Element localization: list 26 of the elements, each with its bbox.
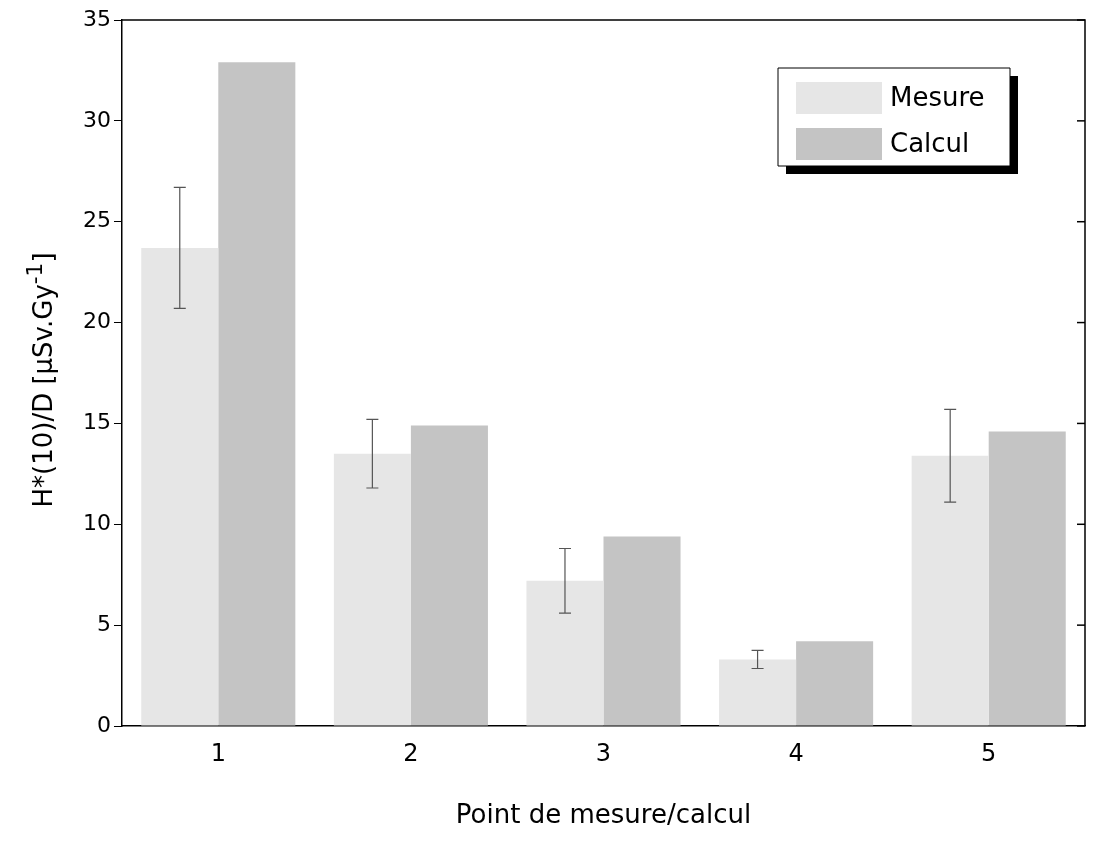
bar [333, 453, 411, 726]
x-tick-label: 2 [403, 738, 419, 767]
x-tick-label: 4 [788, 738, 804, 767]
bar [911, 455, 989, 726]
x-tick-label: 5 [981, 738, 997, 767]
y-tick-label: 20 [82, 308, 111, 334]
bar [141, 247, 219, 726]
y-tick-label: 30 [82, 106, 111, 132]
y-tick-label: 10 [82, 510, 111, 535]
y-tick-label: 35 [82, 5, 111, 31]
bar [988, 431, 1066, 726]
bar [719, 659, 797, 726]
y-tick-label: 5 [96, 610, 111, 636]
x-axis-title: Point de mesure/calcul [455, 799, 752, 830]
y-tick-label: 0 [96, 711, 111, 737]
y-tick-label: 15 [82, 409, 111, 435]
bar [796, 641, 874, 726]
legend-label: Calcul [890, 127, 970, 158]
legend-label: Mesure [890, 81, 985, 112]
bar [218, 62, 296, 726]
bar [603, 536, 681, 726]
x-tick-label: 1 [210, 738, 226, 767]
bar [410, 425, 488, 726]
x-tick-label: 3 [595, 738, 612, 767]
y-tick-label: 25 [82, 207, 111, 233]
bar [526, 580, 604, 726]
